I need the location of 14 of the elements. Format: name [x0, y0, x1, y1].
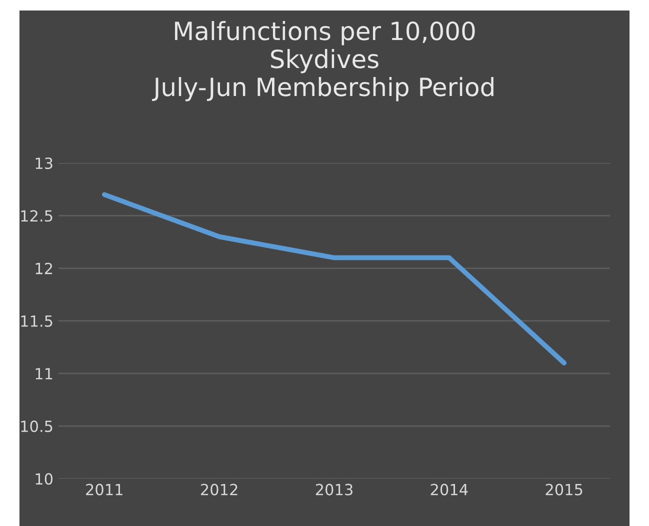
x-tick-label: 2012 — [200, 484, 238, 496]
y-tick-label: 13 — [36, 158, 52, 170]
y-tick-label: 10 — [36, 473, 53, 485]
y-tick-label: 11.5 — [21, 316, 52, 327]
line-series — [102, 192, 567, 366]
y-tick-label: 12 — [36, 262, 52, 274]
x-tick-label: 2015 — [546, 484, 582, 496]
y-tick-label: 12.5 — [21, 210, 52, 222]
y-tick-label: 10.5 — [21, 420, 52, 432]
chart-title: Malfunctions per 10,000 Skydives July-Jun Membership Period — [152, 21, 494, 102]
x-tick-label: 2013 — [316, 484, 352, 496]
x-tick-label: 2014 — [430, 484, 468, 496]
x-tick-label: 2011 — [86, 484, 122, 496]
y-tick-label: 11 — [36, 368, 52, 380]
